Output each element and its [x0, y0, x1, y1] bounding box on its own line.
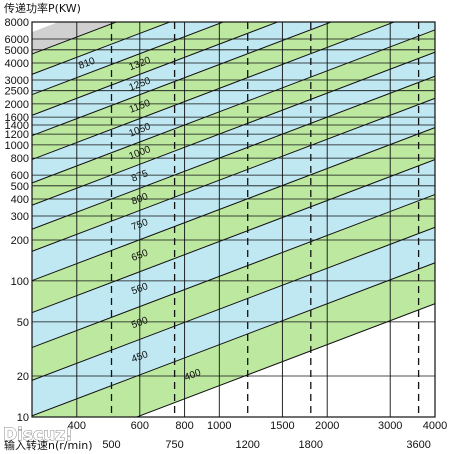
- y-tick-label: 1600: [5, 112, 29, 124]
- y-tick-label: 1200: [5, 129, 29, 141]
- y-tick-label: 100: [11, 276, 29, 288]
- grid-layer: [31, 21, 436, 418]
- band-line-1150: [32, 22, 396, 161]
- y-tick-label: 4000: [5, 58, 29, 70]
- band-650: [32, 127, 435, 313]
- x-tick-label-top: 3000: [378, 420, 402, 432]
- band-line-620: [32, 22, 118, 55]
- band-line-500: [32, 226, 435, 381]
- x-tick-label-top: 600: [131, 420, 149, 432]
- y-tick-label: 200: [11, 235, 29, 247]
- band-1050: [32, 22, 435, 183]
- band-line-1250: [32, 22, 333, 137]
- y-tick-label: 8000: [5, 17, 29, 29]
- y-tick-label: 10: [17, 412, 29, 424]
- y-tick-label: 50: [17, 317, 29, 329]
- x-tick-label-bottom: 1200: [235, 439, 259, 451]
- band-line-1050: [32, 29, 435, 184]
- band-line-560: [32, 193, 435, 349]
- x-tick-label-top: 1000: [207, 420, 231, 432]
- y-tick-label: 600: [11, 170, 29, 182]
- watermark-logo: Discuz!: [3, 425, 73, 445]
- y-tick-label: 2500: [5, 86, 29, 98]
- band-750: [32, 98, 435, 281]
- band-560: [32, 159, 435, 348]
- x-tick-label-top: 800: [175, 420, 193, 432]
- band-800: [32, 76, 435, 252]
- x-tick-label-top: 1500: [270, 420, 294, 432]
- band-1000: [32, 29, 435, 206]
- y-tick-label: 1000: [5, 140, 29, 152]
- plot-frame: [31, 21, 436, 418]
- y-tick-label: 400: [11, 194, 29, 206]
- band-line-580: [32, 22, 172, 75]
- y-tick-label: 2000: [5, 99, 29, 111]
- y-tick-label: 800: [11, 153, 29, 165]
- x-tick-label-bottom: 3600: [406, 439, 430, 451]
- band-line-875: [32, 75, 435, 230]
- band-line-650: [32, 159, 435, 314]
- x-tick-label-bottom: 1800: [299, 439, 323, 451]
- band-line-400: [135, 303, 435, 417]
- band-line-1320: [32, 22, 279, 116]
- y-tick-label: 20: [17, 371, 29, 383]
- y-axis-label: 传递功率P(KW): [4, 1, 81, 15]
- band-line-810: [32, 22, 225, 96]
- band-500: [32, 194, 435, 381]
- x-tick-label-top: 4000: [423, 420, 447, 432]
- y-tick-label: 3000: [5, 75, 29, 87]
- x-axis-label: 输入转速n(r/min): [4, 438, 93, 452]
- y-tick-label: 6000: [5, 34, 29, 46]
- y-tick-label: 5000: [5, 45, 29, 57]
- ticks-layer: 1020501002003004005006008001000120014001…: [5, 17, 448, 451]
- y-tick-label: 500: [11, 181, 29, 193]
- y-tick-label: 1400: [5, 120, 29, 132]
- band-line-450: [32, 262, 435, 417]
- x-tick-label-bottom: 750: [165, 439, 183, 451]
- x-tick-label-bottom: 500: [102, 439, 120, 451]
- x-tick-label-top: 400: [68, 420, 86, 432]
- band-line-750: [32, 127, 435, 282]
- x-tick-label-top: 2000: [315, 420, 339, 432]
- band-line-1000: [32, 51, 435, 206]
- band-875: [32, 52, 435, 230]
- y-tick-label: 300: [11, 211, 29, 223]
- band-line-800: [32, 97, 435, 252]
